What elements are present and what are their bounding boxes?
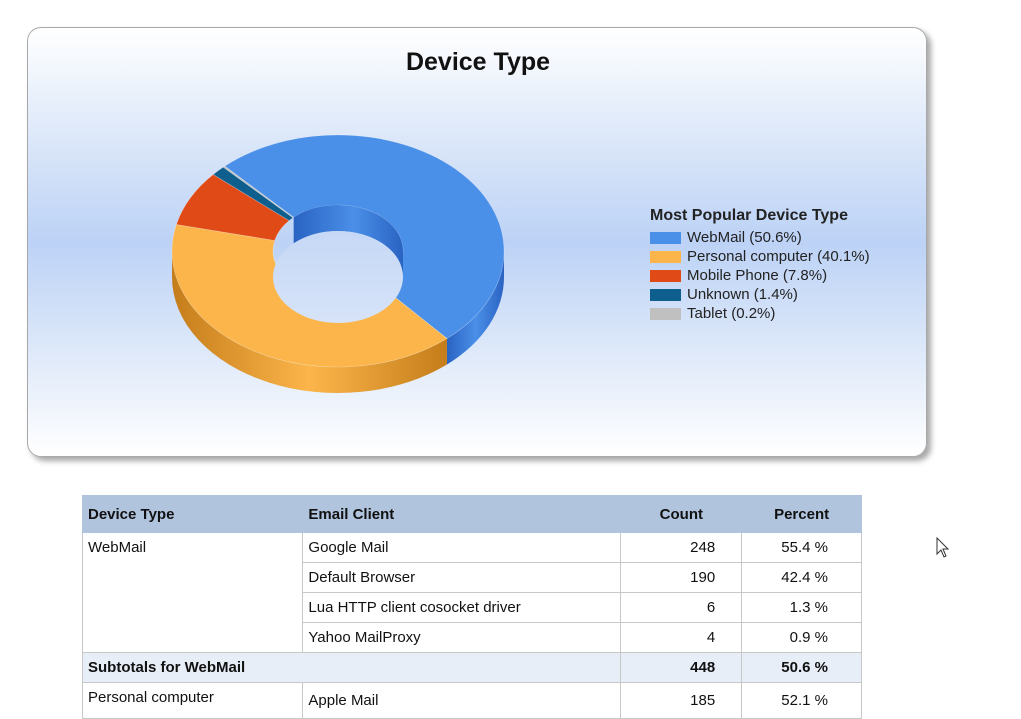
percent-cell: 55.4 % xyxy=(741,532,862,563)
legend-item-personal-computer: Personal computer (40.1%) xyxy=(650,247,870,266)
device-type-cell: Personal computer xyxy=(81,682,304,719)
legend-swatch xyxy=(650,307,681,320)
donut-hole xyxy=(273,231,403,323)
device-type-table: Device Type Email Client Count Percent W… xyxy=(81,495,862,719)
column-header-device-type[interactable]: Device Type xyxy=(81,495,304,533)
count-cell: 185 xyxy=(620,682,743,719)
chart-panel: Device Type Most Popular Device Type Web… xyxy=(27,27,927,457)
table-row: Lua HTTP client cosocket driver 6 1.3 % xyxy=(83,592,862,623)
column-header-percent[interactable]: Percent xyxy=(741,495,862,533)
legend-swatch xyxy=(650,269,681,282)
subtotal-row: Subtotals for WebMail 448 50.6 % xyxy=(81,652,862,683)
count-cell: 4 xyxy=(620,622,743,653)
device-type-cell: WebMail xyxy=(81,532,304,653)
legend-label: Personal computer (40.1%) xyxy=(687,248,870,265)
email-client-cell: Google Mail xyxy=(302,532,622,563)
table-header-row: Device Type Email Client Count Percent xyxy=(81,495,862,533)
legend-label: Unknown (1.4%) xyxy=(687,286,798,303)
column-header-email-client[interactable]: Email Client xyxy=(302,495,622,533)
subtotal-percent: 50.6 % xyxy=(741,652,862,683)
legend-swatch xyxy=(650,250,681,263)
legend-item-tablet: Tablet (0.2%) xyxy=(650,304,870,323)
slice-mobile-phone[interactable] xyxy=(175,174,290,241)
donut-chart xyxy=(171,134,505,393)
percent-cell: 0.9 % xyxy=(741,622,862,653)
legend-item-unknown: Unknown (1.4%) xyxy=(650,285,870,304)
legend-label: Tablet (0.2%) xyxy=(687,305,776,322)
legend-label: WebMail (50.6%) xyxy=(687,229,802,246)
count-cell: 248 xyxy=(620,532,743,563)
percent-cell: 52.1 % xyxy=(741,682,862,719)
chart-title: Device Type xyxy=(405,48,551,76)
legend-swatch xyxy=(650,231,681,244)
table-row: Yahoo MailProxy 4 0.9 % xyxy=(83,622,862,653)
count-cell: 190 xyxy=(620,562,743,593)
table-row: WebMail Google Mail 248 55.4 % xyxy=(81,532,862,653)
legend-swatch xyxy=(650,288,681,301)
slice-tablet[interactable] xyxy=(222,165,295,219)
mouse-cursor-icon xyxy=(936,537,950,558)
table-row: Personal computer Apple Mail 185 52.1 % xyxy=(81,682,862,719)
email-client-cell: Default Browser xyxy=(302,562,622,593)
email-client-cell: Lua HTTP client cosocket driver xyxy=(302,592,622,623)
percent-cell: 1.3 % xyxy=(741,592,862,623)
email-client-cell: Apple Mail xyxy=(302,682,622,719)
subtotal-count: 448 xyxy=(620,652,743,683)
legend-item-mobile-phone: Mobile Phone (7.8%) xyxy=(650,266,870,285)
column-header-count[interactable]: Count xyxy=(620,495,743,533)
chart-legend: Most Popular Device Type WebMail (50.6%)… xyxy=(650,207,870,323)
slice-inner-wall-webmail xyxy=(293,205,403,277)
legend-item-webmail: WebMail (50.6%) xyxy=(650,228,870,247)
subtotal-label: Subtotals for WebMail xyxy=(81,652,622,683)
count-cell: 6 xyxy=(620,592,743,623)
legend-title: Most Popular Device Type xyxy=(650,207,848,224)
percent-cell: 42.4 % xyxy=(741,562,862,593)
slice-wall-personal-computer xyxy=(172,251,447,393)
legend-label: Mobile Phone (7.8%) xyxy=(687,267,828,284)
email-client-cell: Yahoo MailProxy xyxy=(302,622,622,653)
slice-wall-webmail xyxy=(446,251,504,365)
